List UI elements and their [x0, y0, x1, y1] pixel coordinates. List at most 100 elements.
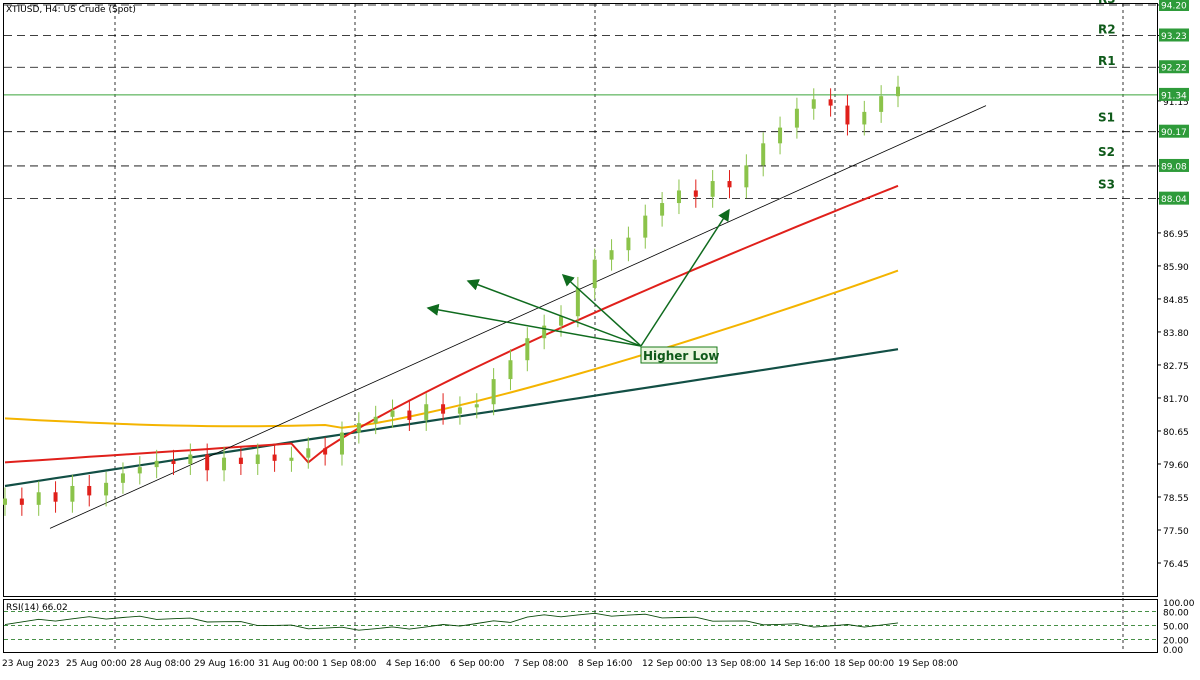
current-price-label: 91.34: [1161, 91, 1187, 101]
candle-body: [491, 379, 496, 405]
time-tick-label: 7 Sep 08:00: [514, 659, 569, 669]
candle-body: [643, 215, 648, 238]
ma-mid-line: [4, 269, 899, 429]
candle-body: [744, 165, 749, 188]
annotation-higher-low: Higher Low: [643, 349, 720, 363]
price-tick-label: 86.95: [1163, 230, 1189, 240]
level-label-r1: R1: [1098, 54, 1116, 68]
level-price-tag-label: 89.08: [1161, 162, 1187, 172]
candle-body: [575, 287, 580, 317]
time-tick-label: 19 Sep 08:00: [898, 659, 958, 669]
candle-body: [19, 498, 24, 505]
price-panel-frame: [3, 3, 1158, 597]
candle-body: [373, 416, 378, 424]
candle-body: [120, 473, 125, 483]
candle-body: [542, 325, 547, 339]
candle-body: [188, 454, 193, 464]
candle-body: [255, 454, 260, 464]
rsi-tick-label: 0.00: [1163, 646, 1183, 656]
candle-body: [609, 250, 614, 260]
level-label-r2: R2: [1098, 22, 1116, 36]
price-tick-label: 78.55: [1163, 494, 1189, 504]
vertical-grid: [114, 4, 1124, 652]
rsi-tick-label: 80.00: [1163, 608, 1189, 618]
level-label-s2: S2: [1098, 145, 1115, 159]
candle-body: [441, 404, 446, 414]
candle-body: [87, 485, 92, 496]
ma-fast-line: [4, 184, 899, 464]
time-tick-label: 1 Sep 08:00: [322, 659, 377, 669]
rsi-tick-label: 50.00: [1163, 623, 1189, 633]
time-tick-label: 12 Sep 00:00: [642, 659, 702, 669]
rsi-label: RSI(14) 66.02: [6, 603, 68, 613]
candle-body: [289, 457, 294, 461]
price-tick-label: 91.15: [1163, 98, 1189, 108]
candle-body: [222, 457, 227, 471]
candle-body: [508, 360, 513, 380]
level-price-tag: [1159, 60, 1189, 74]
candle-body: [794, 108, 799, 128]
chart-header: XTIUSD, H4: US Crude (Spot): [6, 5, 136, 15]
current-price-tag: [1159, 87, 1189, 101]
level-price-tag-label: 90.17: [1161, 128, 1187, 138]
moving-averages: [4, 184, 899, 488]
time-tick-label: 13 Sep 08:00: [706, 659, 766, 669]
higher-low-arrow: [426, 303, 642, 347]
level-label-s3: S3: [1098, 178, 1115, 192]
ma-slow-line: [4, 348, 899, 488]
time-tick-label: 8 Sep 16:00: [578, 659, 633, 669]
candle-body: [626, 237, 631, 251]
candle-body: [53, 492, 58, 502]
price-tick-label: 81.70: [1163, 395, 1189, 405]
time-tick-label: 28 Aug 08:00: [130, 659, 191, 669]
price-tick-label: 77.50: [1163, 527, 1189, 537]
higher-low-arrow: [466, 279, 642, 347]
time-tick-label: 31 Aug 00:00: [258, 659, 319, 669]
candle-body: [676, 190, 681, 204]
time-tick-label: 23 Aug 2023: [2, 659, 60, 669]
level-price-tag: [1159, 28, 1189, 42]
candle-body: [778, 127, 783, 144]
candle-body: [272, 454, 277, 461]
time-tick-label: 25 Aug 00:00: [66, 659, 127, 669]
level-price-tag: [1159, 0, 1189, 11]
price-tick-label: 83.80: [1163, 329, 1189, 339]
candle-body: [137, 467, 142, 474]
time-tick-label: 4 Sep 16:00: [386, 659, 441, 669]
candle-body: [171, 460, 176, 464]
candle-body: [811, 99, 816, 109]
rsi-line: [4, 612, 899, 631]
level-price-tag-label: 88.04: [1161, 195, 1187, 205]
level-price-tag-label: 92.22: [1161, 64, 1187, 74]
higher-low-arrows: [426, 208, 730, 347]
candle-body: [474, 404, 479, 408]
candle-body: [879, 96, 884, 112]
level-label-s1: S1: [1098, 111, 1115, 125]
candle-body: [36, 492, 41, 505]
price-tick-label: 79.60: [1163, 461, 1189, 471]
candle-body: [693, 190, 698, 197]
candle-body: [592, 259, 597, 288]
candle-body: [845, 105, 850, 125]
candle-body: [710, 181, 715, 197]
candle-body: [104, 482, 109, 496]
candle-body: [339, 432, 344, 455]
time-tick-label: 14 Sep 16:00: [770, 659, 830, 669]
candles: [3, 75, 900, 516]
candle-body: [3, 498, 7, 505]
level-price-tag: [1159, 124, 1189, 138]
price-axis: 94.20 93.23 92.22 91.15 90.17 89.08 88.04 86.95…: [1157, 0, 1189, 570]
candle-body: [323, 448, 328, 455]
time-tick-label: 6 Sep 00:00: [450, 659, 505, 669]
price-tick-label: 84.85: [1163, 296, 1189, 306]
level-price-tag-label: 93.23: [1161, 32, 1187, 42]
price-tick-label: 85.90: [1163, 263, 1189, 273]
time-axis: 23 Aug 2023 25 Aug 00:00 28 Aug 08:00 29 Au…: [2, 659, 958, 669]
rsi-tick-label: 20.00: [1163, 637, 1189, 647]
candle-body: [407, 410, 412, 420]
rsi-panel-frame: [3, 599, 1158, 653]
candle-body: [559, 316, 564, 326]
